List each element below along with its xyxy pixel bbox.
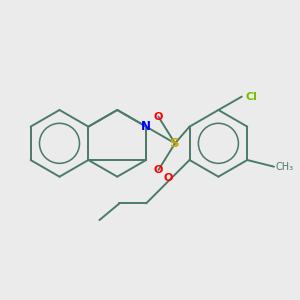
Text: N: N	[141, 120, 151, 133]
Text: O: O	[154, 165, 163, 175]
Text: O: O	[163, 173, 172, 183]
Text: Cl: Cl	[245, 92, 257, 102]
Text: O: O	[154, 112, 163, 122]
Text: S: S	[170, 137, 180, 150]
Text: CH₃: CH₃	[276, 162, 294, 172]
